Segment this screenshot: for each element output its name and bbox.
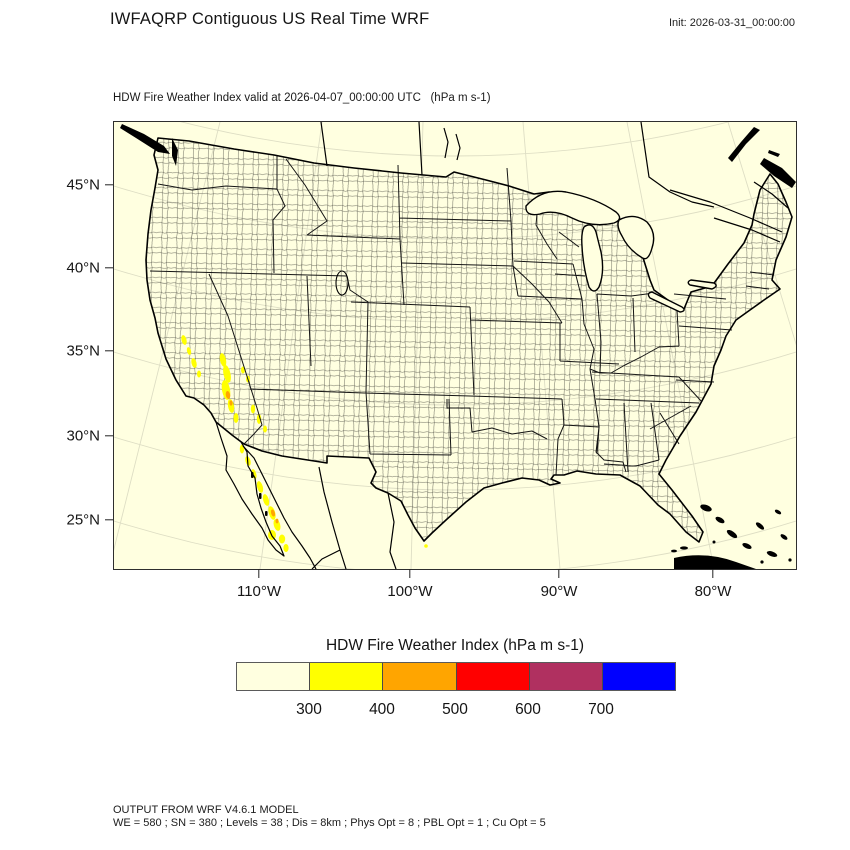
footer-model-info: OUTPUT FROM WRF V4.6.1 MODEL WE = 580 ; … bbox=[113, 804, 546, 830]
lon-tick-label: 110°W bbox=[236, 583, 282, 600]
lon-tick bbox=[258, 569, 260, 578]
legend-title: HDW Fire Weather Index (hPa m s-1) bbox=[325, 637, 585, 654]
page-title: IWFAQRP Contiguous US Real Time WRF bbox=[110, 10, 430, 28]
islands bbox=[120, 124, 796, 569]
lat-tick bbox=[105, 350, 113, 352]
legend-color-segment bbox=[383, 663, 457, 690]
lon-tick-label: 100°W bbox=[387, 583, 433, 600]
lat-tick bbox=[105, 519, 113, 521]
legend-color-segment bbox=[456, 663, 530, 690]
great-lakes bbox=[525, 190, 717, 313]
county-texture bbox=[146, 138, 792, 542]
canada-mexico-features bbox=[215, 122, 789, 569]
legend-tick-label: 600 bbox=[515, 701, 541, 718]
lat-tick-label: 30°N bbox=[66, 427, 100, 445]
lat-tick-label: 25°N bbox=[66, 511, 100, 529]
footer-line2: WE = 580 ; SN = 380 ; Levels = 38 ; Dis … bbox=[113, 817, 546, 829]
us-map-canvas bbox=[113, 121, 797, 570]
legend-tick-label: 400 bbox=[369, 701, 395, 718]
state-borders bbox=[149, 155, 775, 476]
legend-color-segment bbox=[237, 663, 311, 690]
lat-tick bbox=[105, 184, 113, 186]
lat-tick bbox=[105, 267, 113, 269]
map-svg bbox=[114, 122, 796, 569]
lon-tick-label: 80°W bbox=[694, 583, 732, 600]
legend-tick-label: 300 bbox=[296, 701, 322, 718]
lat-tick bbox=[105, 435, 113, 437]
legend-colorbar bbox=[236, 662, 676, 691]
footer-line1: OUTPUT FROM WRF V4.6.1 MODEL bbox=[113, 804, 299, 816]
lat-tick-label: 35°N bbox=[66, 342, 100, 360]
map-subtitle: HDW Fire Weather Index valid at 2026-04-… bbox=[113, 92, 491, 104]
lat-tick-label: 40°N bbox=[66, 259, 100, 277]
legend-color-segment bbox=[602, 663, 676, 690]
lat-tick-label: 45°N bbox=[66, 176, 100, 194]
lon-tick bbox=[558, 569, 560, 578]
init-timestamp: Init: 2026-03-31_00:00:00 bbox=[669, 17, 795, 29]
lon-tick bbox=[409, 569, 411, 578]
legend-color-segment bbox=[310, 663, 384, 690]
legend-color-segment bbox=[529, 663, 603, 690]
legend-tick-label: 700 bbox=[588, 701, 614, 718]
lon-tick-label: 90°W bbox=[540, 583, 578, 600]
legend-tick-label: 500 bbox=[442, 701, 468, 718]
lon-tick bbox=[712, 569, 714, 578]
